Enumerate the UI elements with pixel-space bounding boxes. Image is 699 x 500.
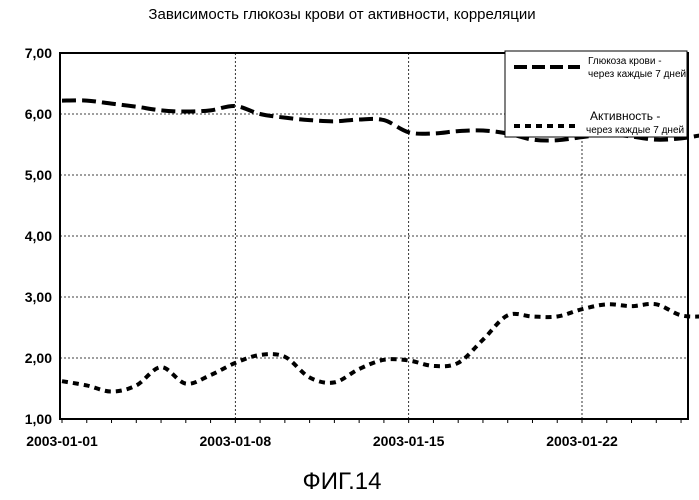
y-axis: 7,00 6,00 5,00 4,00 3,00 2,00 1,00 bbox=[25, 45, 52, 427]
legend-label-glucose-line2: через каждые 7 дней bbox=[588, 69, 686, 80]
legend-label-activity-line2: через каждые 7 дней bbox=[586, 125, 684, 136]
y-tick-label: 7,00 bbox=[25, 45, 52, 61]
legend: Глюкоза крови - через каждые 7 дней Акти… bbox=[505, 51, 687, 137]
x-axis: 2003-01-01 2003-01-08 2003-01-15 2003-01… bbox=[26, 433, 618, 449]
y-tick-label: 3,00 bbox=[25, 289, 52, 305]
chart-title: Зависимость глюкозы крови от активности,… bbox=[148, 6, 535, 23]
y-tick-label: 1,00 bbox=[25, 411, 52, 427]
legend-label-glucose-line1: Глюкоза крови - bbox=[588, 56, 662, 67]
series-layer bbox=[62, 100, 699, 391]
series-line-activity bbox=[62, 304, 699, 392]
y-tick-label: 4,00 bbox=[25, 228, 52, 244]
y-tick-label: 5,00 bbox=[25, 167, 52, 183]
x-tick-label: 2003-01-15 bbox=[373, 433, 445, 449]
x-tick-label: 2003-01-22 bbox=[546, 433, 618, 449]
y-tick-label: 2,00 bbox=[25, 350, 52, 366]
legend-label-activity-line1: Активность - bbox=[590, 109, 660, 123]
x-tick-label: 2003-01-01 bbox=[26, 433, 98, 449]
y-tick-label: 6,00 bbox=[25, 106, 52, 122]
figure-caption: ФИГ.14 bbox=[303, 468, 382, 495]
x-tick-label: 2003-01-08 bbox=[200, 433, 272, 449]
